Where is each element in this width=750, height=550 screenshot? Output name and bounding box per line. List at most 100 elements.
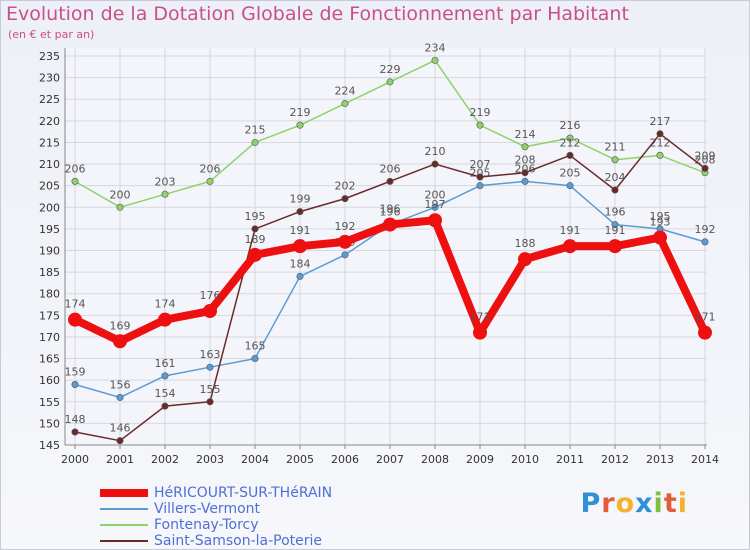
data-label: 171: [695, 311, 716, 324]
x-tick-label: 2009: [466, 453, 494, 466]
y-tick-label: 165: [39, 353, 60, 366]
data-point: [476, 173, 484, 181]
data-point: [518, 252, 532, 267]
data-label: 206: [515, 162, 536, 175]
x-tick-label: 2010: [511, 453, 539, 466]
data-point: [206, 363, 214, 371]
x-tick-label: 2014: [691, 453, 719, 466]
y-tick-label: 185: [39, 266, 60, 279]
data-point: [341, 195, 349, 203]
data-point: [248, 247, 262, 262]
data-label: 217: [650, 115, 671, 128]
data-point: [71, 428, 79, 436]
data-point: [341, 100, 349, 108]
data-label: 197: [425, 198, 446, 211]
data-point: [476, 182, 484, 190]
data-label: 229: [380, 63, 401, 76]
legend-item-villers: Villers-Vermont: [100, 501, 332, 517]
data-point: [71, 177, 79, 185]
data-label: 196: [605, 206, 626, 219]
data-label: 195: [650, 210, 671, 223]
data-label: 191: [605, 224, 626, 237]
data-point: [521, 177, 529, 185]
data-label: 208: [515, 154, 536, 167]
data-point: [161, 190, 169, 198]
legend-label-hericourt: HéRICOURT-SUR-THéRAIN: [154, 485, 333, 501]
data-point: [251, 355, 259, 363]
data-point: [341, 251, 349, 259]
data-label: 189: [245, 233, 266, 246]
data-label: 148: [65, 413, 86, 426]
data-point: [383, 217, 397, 232]
data-point: [386, 177, 394, 185]
data-point: [521, 143, 529, 151]
data-point: [116, 437, 124, 445]
data-label: 219: [470, 106, 491, 119]
data-label: 234: [425, 41, 446, 54]
x-tick-label: 2007: [376, 453, 404, 466]
data-label: 202: [335, 180, 356, 193]
data-label: 174: [65, 298, 86, 311]
legend: HéRICOURT-SUR-THéRAIN Villers-Vermont Fo…: [100, 485, 332, 549]
data-point: [293, 239, 307, 254]
data-label: 203: [155, 175, 176, 188]
data-label: 199: [290, 193, 311, 206]
x-tick-label: 2011: [556, 453, 584, 466]
data-point: [386, 78, 394, 86]
data-label: 206: [200, 162, 221, 175]
data-point: [431, 160, 439, 168]
y-tick-label: 175: [39, 309, 60, 322]
data-point: [611, 156, 619, 164]
data-label: 210: [425, 145, 446, 158]
data-label: 196: [380, 203, 401, 216]
x-tick-label: 2006: [331, 453, 359, 466]
data-point: [521, 169, 529, 177]
legend-swatch-saint-samson: [100, 540, 148, 542]
x-tick-label: 2013: [646, 453, 674, 466]
y-tick-label: 205: [39, 180, 60, 193]
data-point: [296, 272, 304, 280]
data-label: 214: [515, 128, 536, 141]
legend-item-saint-samson: Saint-Samson-la-Poterie: [100, 533, 332, 549]
data-point: [431, 203, 439, 211]
data-point: [653, 230, 667, 245]
data-point: [296, 208, 304, 216]
x-tick-label: 2003: [196, 453, 224, 466]
legend-swatch-villers: [100, 508, 148, 510]
data-label: 174: [155, 298, 176, 311]
data-label: 171: [470, 311, 491, 324]
data-point: [608, 239, 622, 254]
data-label: 165: [245, 340, 266, 353]
y-tick-label: 200: [39, 201, 60, 214]
data-label: 207: [470, 158, 491, 171]
data-label: 192: [695, 223, 716, 236]
data-point: [476, 121, 484, 129]
data-label: 193: [650, 216, 671, 229]
data-point: [428, 213, 442, 228]
data-label: 146: [110, 422, 131, 435]
data-label: 188: [515, 237, 536, 250]
data-label: 212: [560, 136, 581, 149]
chart-subtitle: (en € et par an): [8, 28, 95, 41]
data-point: [698, 325, 712, 340]
data-point: [203, 304, 217, 319]
chart-title: Evolution de la Dotation Globale de Fonc…: [6, 3, 629, 25]
data-label: 156: [110, 378, 131, 391]
data-point: [206, 177, 214, 185]
data-point: [566, 151, 574, 159]
data-label: 195: [245, 210, 266, 223]
data-point: [566, 182, 574, 190]
data-point: [116, 203, 124, 211]
data-label: 204: [605, 171, 626, 184]
y-tick-label: 155: [39, 396, 60, 409]
data-label: 211: [605, 141, 626, 154]
data-point: [296, 121, 304, 129]
data-point: [563, 239, 577, 254]
x-tick-label: 2004: [241, 453, 269, 466]
legend-swatch-hericourt: [100, 489, 148, 497]
data-point: [611, 221, 619, 229]
proxiti-logo: Proxiti: [580, 488, 688, 519]
data-point: [701, 238, 709, 246]
data-point: [656, 151, 664, 159]
